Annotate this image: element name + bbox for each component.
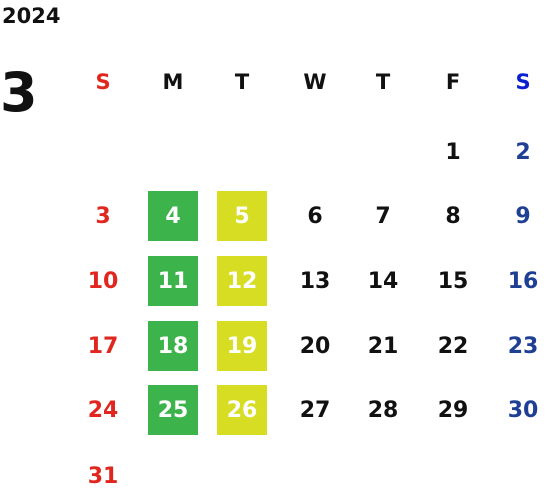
day-cell: 4	[148, 191, 198, 241]
day-cell: 10	[87, 268, 119, 294]
weekday-label: S	[515, 70, 531, 94]
weekday-label: S	[95, 70, 111, 94]
day-cell: 14	[367, 268, 399, 294]
day-cell: 1	[445, 139, 461, 165]
day-cell: 7	[375, 203, 391, 229]
weekday-label: W	[303, 70, 327, 94]
day-cell: 13	[299, 268, 331, 294]
day-cell: 5	[217, 191, 267, 241]
day-cell: 24	[87, 397, 119, 423]
day-cell: 30	[507, 397, 539, 423]
weekday-label: M	[162, 70, 184, 94]
day-cell: 11	[148, 256, 198, 306]
day-cell: 16	[507, 268, 539, 294]
weekday-label: T	[375, 70, 391, 94]
day-cell: 2	[515, 139, 531, 165]
day-cell: 6	[307, 203, 323, 229]
day-cell: 17	[87, 333, 119, 359]
day-cell: 26	[217, 385, 267, 435]
day-cell: 22	[437, 333, 469, 359]
day-cell: 19	[217, 321, 267, 371]
weekday-label: T	[234, 70, 250, 94]
day-cell: 20	[299, 333, 331, 359]
day-cell: 9	[515, 203, 531, 229]
day-cell: 21	[367, 333, 399, 359]
day-cell: 25	[148, 385, 198, 435]
day-cell: 23	[507, 333, 539, 359]
day-cell: 28	[367, 397, 399, 423]
day-cell: 8	[445, 203, 461, 229]
weekday-label: F	[445, 70, 461, 94]
day-cell: 18	[148, 321, 198, 371]
day-cell: 3	[95, 203, 111, 229]
month: 3	[0, 61, 38, 124]
day-cell: 12	[217, 256, 267, 306]
day-cell: 15	[437, 268, 469, 294]
day-cell: 27	[299, 397, 331, 423]
year: 2024	[2, 4, 61, 28]
day-cell: 29	[437, 397, 469, 423]
day-cell: 31	[87, 463, 119, 489]
